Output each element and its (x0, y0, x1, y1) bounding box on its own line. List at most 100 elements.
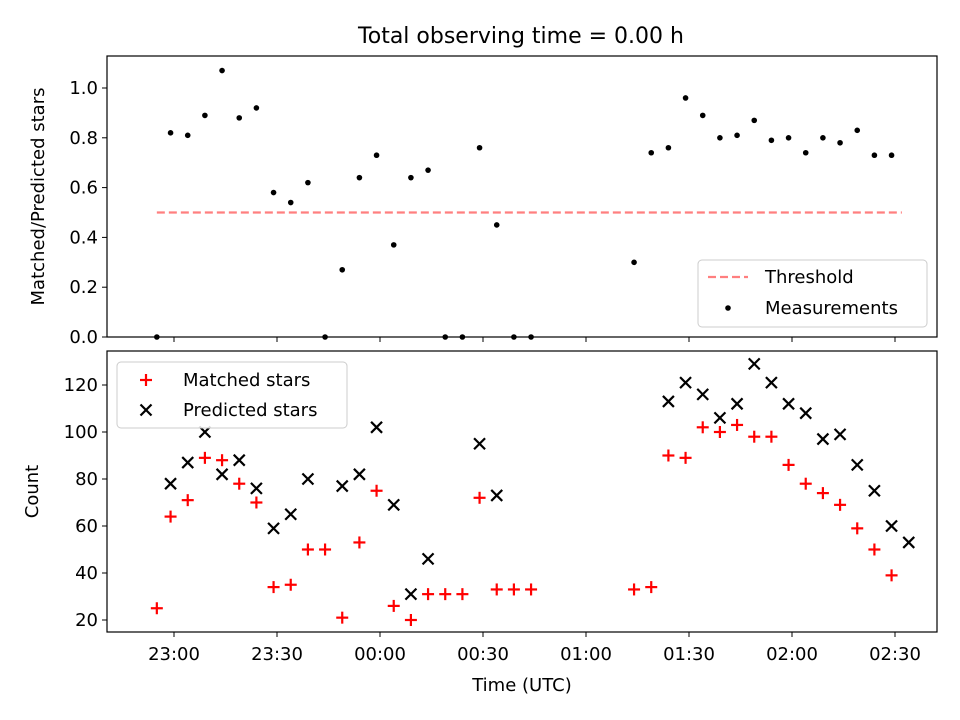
measurement-point (322, 334, 328, 340)
x-tick-label: 01:00 (560, 644, 612, 665)
matched-star-point (851, 522, 864, 535)
y-tick-label: 60 (75, 516, 98, 537)
y-axis-label: Count (22, 465, 43, 518)
measurement-point (219, 67, 225, 74)
y-tick-label: 1.0 (69, 78, 98, 99)
x-tick-label: 23:30 (251, 644, 303, 665)
predicted-star-point (267, 522, 280, 535)
matched-star-point (713, 426, 726, 438)
predicted-star-point (713, 411, 727, 425)
measurement-point (631, 259, 637, 266)
predicted-star-point (662, 395, 675, 408)
x-tick-label: 01:30 (663, 644, 715, 665)
predicted-star-point (164, 477, 177, 490)
measurement-point (528, 334, 534, 340)
bottom-legend: Matched stars Predicted stars (116, 361, 348, 429)
x-tick-label: 02:00 (766, 644, 818, 665)
measurement-point (339, 266, 346, 273)
top-plot-frame (106, 55, 938, 338)
predicted-star-point (215, 468, 229, 481)
measurement-point (871, 152, 878, 159)
measurement-point (699, 112, 706, 119)
predicted-star-point (335, 479, 349, 493)
measurement-point (373, 152, 380, 159)
matched-star-point (164, 510, 177, 523)
measurement-point (751, 117, 758, 124)
predicted-star-point (232, 453, 246, 467)
measurement-point (408, 174, 414, 181)
y-axis-label: Matched/Predicted stars (28, 88, 49, 306)
legend-predicted-label: Predicted stars (183, 400, 317, 421)
measurement-point (820, 135, 826, 141)
predicted-star-point (679, 376, 692, 389)
ratio-panel: 0.0 0.2 0.4 0.6 0.8 1.0 Matched/Predicted star… (28, 55, 938, 348)
predicted-star-point (473, 437, 486, 451)
predicted-star-point (747, 357, 761, 371)
predicted-star-point (696, 388, 710, 401)
measurement-point (665, 144, 672, 151)
y-tick-label: 0.6 (69, 178, 98, 199)
chart-title: Total observing time = 0.00 h (357, 24, 684, 49)
x-tick-label: 02:30 (869, 644, 921, 665)
matched-star-point (150, 602, 163, 615)
matched-star-point (404, 614, 417, 626)
y-tick-label: 80 (75, 469, 98, 490)
y-tick-label: 0.0 (69, 327, 98, 348)
legend-box (697, 259, 928, 328)
x-tick-label: 00:00 (354, 644, 406, 665)
measurement-point (734, 132, 740, 139)
predicted-star-point (902, 536, 916, 549)
predicted-star-point (404, 587, 418, 601)
measurement-point (648, 149, 655, 156)
measurement-point (837, 139, 843, 146)
matched-star-point (525, 583, 538, 596)
legend-matched-label: Matched stars (183, 370, 310, 391)
predicted-star-point (353, 468, 366, 481)
measurement-point (888, 152, 895, 159)
y-tick-label: 100 (64, 422, 98, 443)
matched-star-point (216, 454, 229, 467)
measurement-point (717, 135, 723, 141)
legend-threshold-label: Threshold (764, 267, 854, 288)
y-tick-label: 40 (75, 563, 98, 584)
matched-star-point (353, 536, 366, 549)
measurement-point (493, 222, 500, 228)
measurement-point (305, 179, 311, 186)
matched-star-point (628, 583, 641, 596)
bottom-plot-frame (106, 350, 938, 633)
x-tick-label: 00:30 (457, 644, 509, 665)
measurement-point (253, 105, 260, 111)
measurement-point (854, 127, 861, 134)
measurement-point (356, 174, 363, 181)
matched-star-point (267, 581, 280, 594)
predicted-star-point (885, 519, 898, 533)
measurement-point (511, 334, 517, 340)
measurement-point (459, 334, 466, 340)
matched-star-point (439, 588, 452, 601)
matched-star-point (456, 588, 469, 601)
matched-star-point (868, 543, 881, 556)
predicted-star-point (284, 507, 298, 521)
legend-box (116, 361, 348, 429)
matched-star-point (731, 418, 744, 431)
measurement-point (785, 135, 792, 141)
matched-star-point (799, 477, 812, 490)
measurement-point (768, 137, 775, 144)
matched-star-point (748, 430, 761, 443)
matched-star-point (679, 451, 692, 464)
predicted-star-point (833, 428, 847, 441)
matched-star-point (233, 477, 246, 490)
matched-star-point (507, 583, 520, 596)
matched-star-point (662, 449, 675, 462)
measurement-point (287, 199, 294, 206)
legend-measurement-label: Measurements (765, 298, 898, 319)
predicted-star-point (816, 432, 830, 446)
legend-matched-swatch (140, 374, 152, 386)
matched-star-point (422, 588, 435, 601)
measurement-point (154, 334, 160, 340)
predicted-star-point (387, 498, 401, 512)
y-tick-label: 120 (64, 375, 98, 396)
measurement-point (442, 334, 449, 340)
y-tick-label: 20 (75, 610, 98, 631)
